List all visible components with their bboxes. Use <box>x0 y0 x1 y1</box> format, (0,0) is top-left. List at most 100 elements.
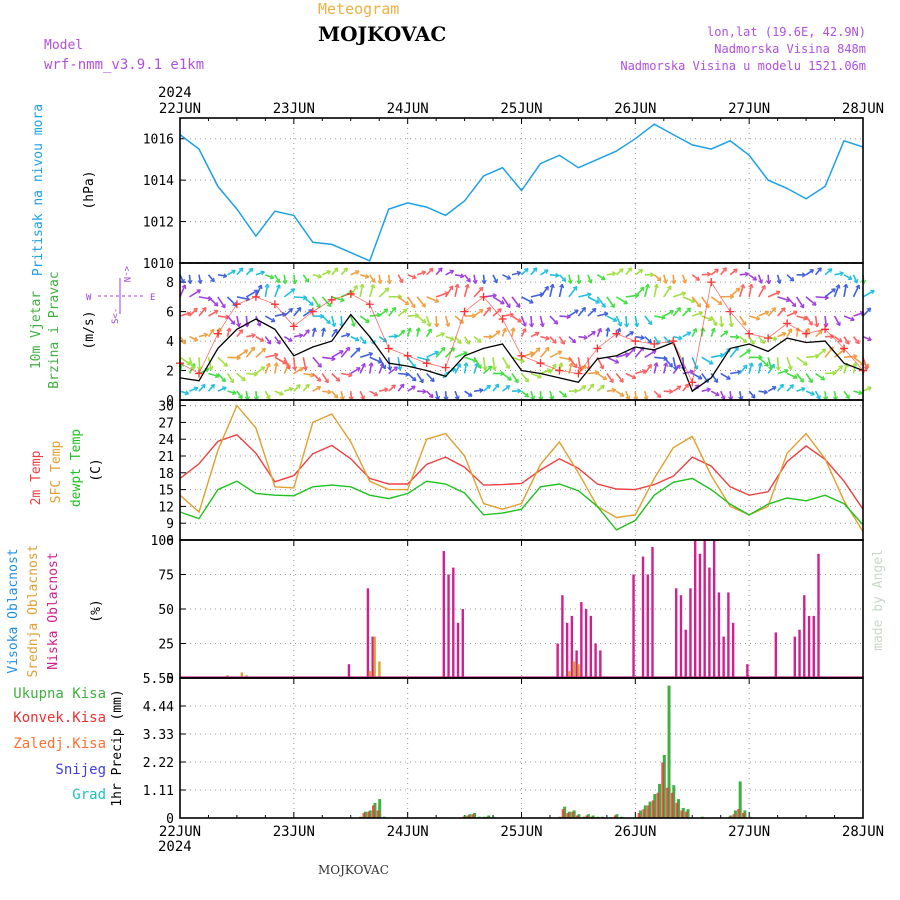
wind-arrow <box>350 347 361 358</box>
x-tick-label-bottom: 25JUN <box>500 824 542 840</box>
wind-arrow <box>246 334 256 338</box>
x-tick-label-bottom: 23JUN <box>273 824 315 840</box>
wind-arrow-head <box>274 352 279 358</box>
precip-bar-convective <box>651 800 655 818</box>
wind-arrow-head <box>238 329 244 334</box>
wind-arrow-head <box>265 362 271 368</box>
wind-arrow-head <box>238 394 243 400</box>
wind-arrow-head <box>689 369 695 375</box>
wind-arrow <box>672 274 675 284</box>
wind-arrow <box>388 366 399 375</box>
wind-arrow <box>179 390 189 395</box>
wind-arrow-head <box>780 307 786 312</box>
wind-arrow <box>502 274 511 280</box>
wind-arrow <box>587 274 592 284</box>
wind-arrow <box>710 315 718 326</box>
wind-arrow <box>862 335 872 341</box>
wind-arrow-head <box>387 366 393 371</box>
wind-arrow <box>672 385 682 392</box>
wind-arrow <box>815 296 829 299</box>
wind-arrow <box>568 336 577 344</box>
wind-arrow-head <box>221 303 226 309</box>
wind-arrow <box>682 331 692 338</box>
y-tick-label: 1.11 <box>143 784 174 799</box>
y-tick-label: 27 <box>158 416 174 431</box>
wind-arrow-head <box>835 284 841 289</box>
wind-arrow-head <box>863 365 869 371</box>
wind-arrow-head <box>726 375 731 380</box>
wind-arrow-head <box>345 346 351 352</box>
coords-text: lon,lat (19.6E, 42.9N) <box>707 25 866 39</box>
wind-arrow <box>265 274 275 279</box>
wind-arrow <box>691 311 703 317</box>
wind-arrow <box>663 310 674 317</box>
wind-arrow-head <box>193 336 199 342</box>
wind-arrow-head <box>764 310 770 316</box>
wind-arrow <box>834 272 844 276</box>
wind-arrow <box>795 296 805 309</box>
wind-arrow <box>615 296 628 305</box>
y-tick-label: 2 <box>166 365 174 380</box>
x-tick-label-top: 22JUN <box>159 101 201 117</box>
wind-arrow-head <box>275 278 280 284</box>
wind-arrow <box>511 373 519 384</box>
wind-arrow-head <box>345 332 351 338</box>
wind-arrow <box>435 332 445 338</box>
wind-arrow <box>634 346 645 358</box>
wind-arrow <box>757 274 763 284</box>
wind-arrow-head <box>193 386 199 392</box>
wind-arrow-head <box>497 308 502 313</box>
wind-arrow <box>445 335 455 341</box>
precip-bar-convective <box>566 812 569 818</box>
wind-arrow-head <box>803 315 808 321</box>
cloud-bar-low <box>651 546 654 678</box>
wind-arrow-head <box>187 279 193 285</box>
wind-arrow <box>207 296 219 307</box>
wind-arrow-head <box>740 284 746 289</box>
wind-legend-right: E <box>150 293 155 303</box>
wind-arrow-head <box>500 299 505 305</box>
wind-arrow-head <box>373 391 379 397</box>
wind-arrow-head <box>838 365 843 370</box>
wind-arrow-head <box>821 348 827 354</box>
cloud-bar-low <box>371 636 374 678</box>
wind-arrow-head <box>421 270 427 276</box>
wind-arrow <box>397 296 410 306</box>
y-tick-label: 25 <box>158 638 174 653</box>
wind-arrow <box>625 331 634 338</box>
wind-arrow-head <box>235 322 242 328</box>
wind-arrow-head <box>758 279 763 284</box>
cloud-bar-low <box>452 567 455 678</box>
wind-arrow-head <box>333 328 338 334</box>
cloud-bar-low <box>807 615 811 678</box>
wind-arrow <box>729 391 732 401</box>
wind-arrow-head <box>361 362 366 368</box>
wind-arrow <box>853 356 865 366</box>
wind-arrow <box>757 362 762 374</box>
wind-arrow-head <box>600 384 605 390</box>
y-tick-label: 18 <box>158 467 174 482</box>
wind-arrow <box>710 296 723 306</box>
wind-arrow <box>710 268 719 276</box>
wind-arrow-head <box>581 385 587 390</box>
cloud-bar-low <box>803 595 806 678</box>
wind-arrow-head <box>331 322 337 328</box>
wind-arrow <box>179 312 191 317</box>
wind-arrow-head <box>186 360 192 366</box>
wind-arrow <box>767 357 773 371</box>
wind-arrow-head <box>567 279 573 285</box>
wind-arrow-head <box>404 300 410 306</box>
wind-arrow <box>682 296 696 303</box>
precip-bar-total <box>667 685 671 818</box>
wind-arrow <box>302 383 310 392</box>
wind-arrow <box>388 384 396 392</box>
wind-arrow-head <box>479 387 484 393</box>
wind-arrow-head <box>712 321 718 327</box>
wind-arrow-head <box>770 363 775 369</box>
cloud-bar-low <box>461 609 464 678</box>
wind-arrow <box>776 357 780 371</box>
wind-arrow <box>511 296 521 308</box>
precip-bar-convective <box>680 810 683 818</box>
wind-arrow-head <box>269 274 275 280</box>
